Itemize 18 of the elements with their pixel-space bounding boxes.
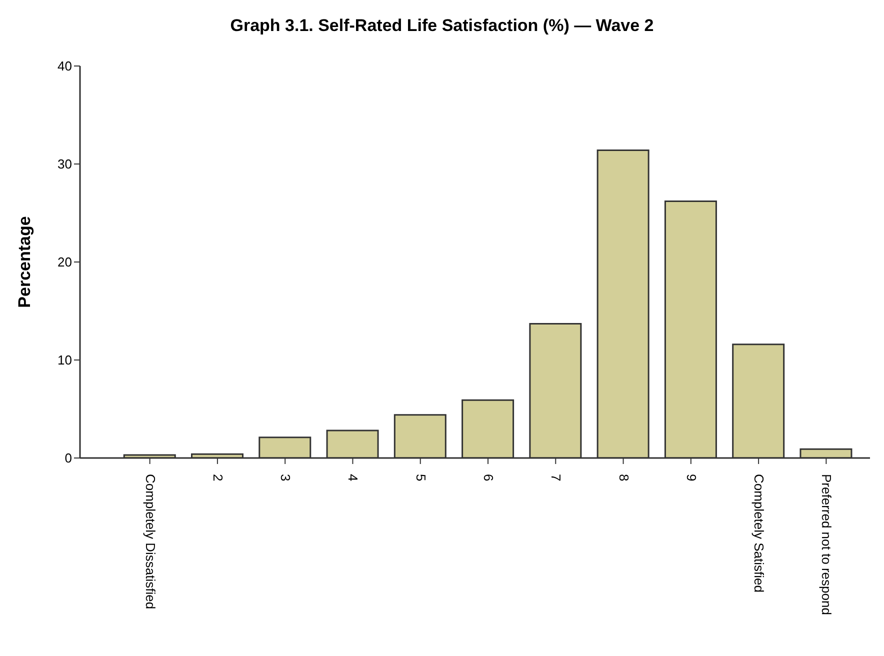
y-tick-label: 30	[58, 156, 72, 172]
x-tick-label: 8	[616, 474, 632, 482]
y-axis-title: Percentage	[15, 216, 34, 308]
x-tick-label: Preferred not to respond	[819, 474, 834, 615]
x-tick-label: 7	[548, 474, 564, 482]
x-tick-label: 2	[210, 474, 226, 482]
x-tick-label: 9	[684, 474, 699, 482]
y-tick-label: 20	[58, 254, 72, 270]
y-tick-label: 10	[58, 352, 72, 368]
x-tick-label: 4	[346, 474, 361, 482]
y-tick-label: 0	[64, 450, 72, 466]
x-tick-label: Completely Satisfied	[752, 474, 767, 592]
x-tick-label: 3	[278, 474, 294, 482]
x-tick-label: Completely Dissatisfied	[142, 474, 158, 610]
x-tick-label: 6	[481, 474, 496, 482]
chart-title: Graph 3.1. Self-Rated Life Satisfaction (%) — Wave 2	[229, 15, 655, 37]
y-tick-label: 40	[58, 58, 72, 74]
x-tick-label: 5	[413, 474, 428, 482]
